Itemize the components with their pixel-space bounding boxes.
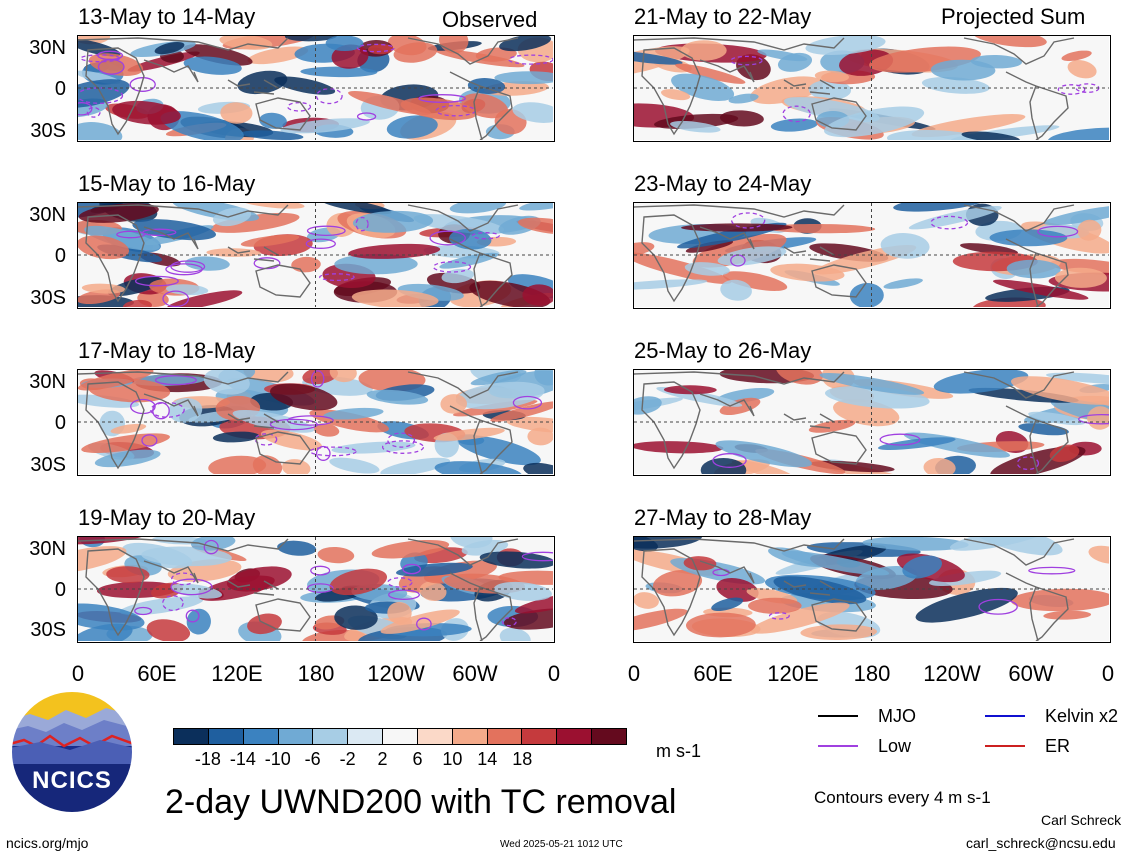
footer-email[interactable]: carl_schreck@ncsu.edu [966, 835, 1116, 851]
lon-label-60e: 60E [137, 661, 177, 686]
legend-label-mjo: MJO [878, 706, 916, 726]
colorbar-tick-labels: -18 -14 -10 -6 -2 2 6 10 14 18 [173, 750, 627, 772]
lon-label-120e: 120E [211, 661, 263, 686]
lat-label-30s: 30S [30, 120, 66, 142]
colorbar-tick-label: -2 [339, 749, 356, 769]
lon-label-60w: 60W [452, 661, 498, 686]
lon-label-120w: 120W [367, 661, 425, 686]
panel-title-left-4: 19-May to 20-May [78, 505, 256, 530]
anomaly-map [78, 370, 553, 474]
map-panel-projected-3 [633, 369, 1111, 476]
anomaly-map [78, 537, 553, 641]
lon-label-60w: 60W [1008, 661, 1054, 686]
lat-label-30s: 30S [30, 619, 66, 641]
colorbar-segment [174, 729, 208, 744]
colorbar-strip [173, 728, 627, 745]
legend-swatch-mjo [818, 715, 858, 717]
observed-label: Observed [442, 7, 538, 32]
colorbar-segment [416, 729, 452, 744]
colorbar-tick-label: -6 [304, 749, 321, 769]
anomaly-map [634, 203, 1109, 307]
panel-title-left-1: 13-May to 14-May [78, 4, 256, 29]
colorbar-segment [556, 729, 592, 744]
colorbar-tick-label: 14 [477, 749, 498, 769]
lon-label-0: 0 [1101, 661, 1115, 686]
colorbar-tick-label: 10 [442, 749, 463, 769]
lat-label-30s: 30S [30, 454, 66, 476]
lon-label-0: 0 [71, 661, 85, 686]
lon-label-120w: 120W [923, 661, 981, 686]
footer-url-text[interactable]: ncics.org/mjo [6, 835, 89, 851]
anomaly-map [634, 36, 1109, 140]
map-panel-projected-1 [633, 35, 1111, 142]
anomaly-map [634, 370, 1109, 474]
ncics-logo: NCICS [10, 690, 134, 814]
colorbar-units: m s-1 [656, 741, 701, 761]
lat-label-30n: 30N [29, 371, 66, 393]
colorbar-tick-label: 2 [377, 749, 388, 769]
colorbar-tick-label: -18 [194, 749, 221, 769]
footer-timestamp: Wed 2025-05-21 1012 UTC [500, 839, 623, 850]
map-panel-projected-4 [633, 536, 1111, 643]
map-panel-observed-2 [77, 202, 555, 309]
legend-swatch-er [985, 745, 1025, 747]
contour-interval-note: Contours every 4 m s-1 [814, 788, 991, 807]
panel-title-right-3: 25-May to 26-May [634, 338, 812, 363]
colorbar-segment [521, 729, 557, 744]
lat-label-30n: 30N [29, 538, 66, 560]
ncics-logo-icon [10, 690, 134, 814]
panel-title-right-4: 27-May to 28-May [634, 505, 812, 530]
main-title: 2-day UWND200 with TC removal [165, 783, 677, 821]
lat-label-30n: 30N [29, 204, 66, 226]
legend-label-er: ER [1045, 736, 1071, 756]
lat-label-30s: 30S [30, 287, 66, 309]
colorbar-tick-label: -14 [229, 749, 256, 769]
panel-title-left-2: 15-May to 16-May [78, 171, 256, 196]
ncics-logo-text: NCICS [32, 767, 112, 794]
colorbar-tick-label: 6 [412, 749, 423, 769]
anomaly-map [634, 537, 1109, 641]
lat-label-30n: 30N [29, 37, 66, 59]
projected-sum-label: Projected Sum [941, 4, 1086, 29]
map-panel-observed-1 [77, 35, 555, 142]
footer-url[interactable]: ncics.org/mjo [6, 836, 88, 850]
colorbar-segment [382, 729, 417, 744]
lon-label-0: 0 [627, 661, 641, 686]
map-panel-projected-2 [633, 202, 1111, 309]
colorbar-tick-label: -10 [264, 749, 291, 769]
lon-label-60e: 60E [693, 661, 733, 686]
anomaly-map [78, 36, 553, 140]
legend-label-low: Low [878, 736, 912, 756]
panel-title-left-3: 17-May to 18-May [78, 338, 256, 363]
colorbar [173, 728, 627, 746]
lat-label-0: 0 [54, 579, 66, 601]
footer-author: Carl Schreck [1041, 812, 1122, 828]
colorbar-segment [591, 729, 626, 744]
map-panel-observed-3 [77, 369, 555, 476]
map-panel-observed-4 [77, 536, 555, 643]
colorbar-segment [277, 729, 313, 744]
legend: MJO Kelvin x2 Low ER [818, 705, 1128, 765]
lat-label-0: 0 [54, 78, 66, 100]
lon-label-0: 0 [547, 661, 561, 686]
colorbar-segment [207, 729, 243, 744]
colorbar-segment [486, 729, 522, 744]
anomaly-map [78, 203, 553, 307]
lon-label-180: 180 [297, 661, 335, 686]
panel-title-right-2: 23-May to 24-May [634, 171, 812, 196]
lat-label-0: 0 [54, 412, 66, 434]
colorbar-segment [242, 729, 278, 744]
lon-label-120e: 120E [767, 661, 819, 686]
legend-label-kelvin: Kelvin x2 [1045, 706, 1119, 726]
colorbar-segment [451, 729, 487, 744]
colorbar-tick-label: 18 [512, 749, 533, 769]
lat-label-0: 0 [54, 245, 66, 267]
legend-swatch-low [818, 745, 858, 747]
lon-label-180: 180 [853, 661, 891, 686]
panel-title-right-1: 21-May to 22-May [634, 4, 812, 29]
colorbar-segment [347, 729, 383, 744]
legend-swatch-kelvin [985, 715, 1025, 717]
colorbar-segment [312, 729, 348, 744]
